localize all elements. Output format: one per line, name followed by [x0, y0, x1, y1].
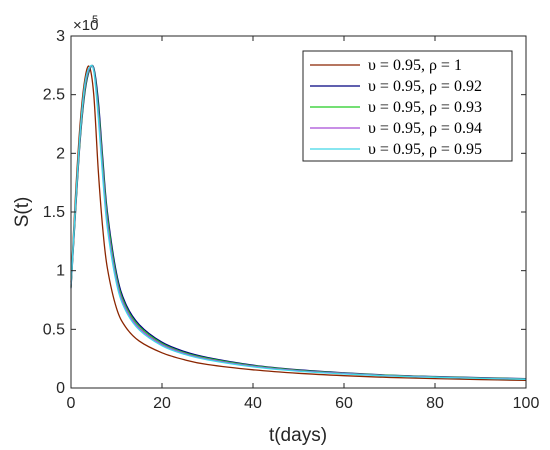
legend: υ = 0.95, ρ = 1 υ = 0.95, ρ = 0.92 υ = 0.9… [302, 50, 513, 162]
x-tick-label: 0 [67, 395, 76, 412]
tick-layer: 0 20 40 60 80 100 0 0.5 1 1.5 2 2.5 3 [43, 28, 540, 412]
x-tick-label: 60 [335, 395, 353, 412]
x-axis-label: t(days) [269, 425, 327, 446]
y-tick-label: 0 [56, 380, 65, 397]
x-tick-label: 20 [153, 395, 171, 412]
y-exponent-base: ×10 [73, 17, 98, 34]
series-line-5 [70, 64, 527, 380]
y-tick-label: 0.5 [43, 321, 65, 338]
legend-label-4: υ = 0.95, ρ = 0.94 [368, 120, 482, 137]
y-exponent-power: 5 [92, 14, 98, 26]
legend-box [302, 50, 513, 162]
y-axis-label: S(t) [12, 197, 33, 228]
y-exponent: ×10 5 [73, 14, 98, 34]
y-tick-label: 1.5 [43, 204, 65, 221]
y-tick-label: 2 [56, 145, 65, 162]
legend-label-3: υ = 0.95, ρ = 0.93 [368, 99, 482, 116]
x-tick-label: 80 [426, 395, 444, 412]
x-tick-label: 100 [513, 395, 540, 412]
y-tick-label: 1 [56, 263, 65, 280]
legend-items: υ = 0.95, ρ = 1 υ = 0.95, ρ = 0.92 υ = 0.9… [310, 57, 482, 158]
y-tick-label: 3 [56, 28, 65, 45]
x-tick-label: 40 [244, 395, 262, 412]
legend-label-2: υ = 0.95, ρ = 0.92 [368, 78, 482, 95]
y-tick-label: 2.5 [43, 87, 65, 104]
legend-label-1: υ = 0.95, ρ = 1 [368, 57, 462, 74]
series-line-1 [70, 65, 527, 382]
legend-label-5: υ = 0.95, ρ = 0.95 [368, 141, 482, 158]
series-layer [70, 64, 527, 382]
